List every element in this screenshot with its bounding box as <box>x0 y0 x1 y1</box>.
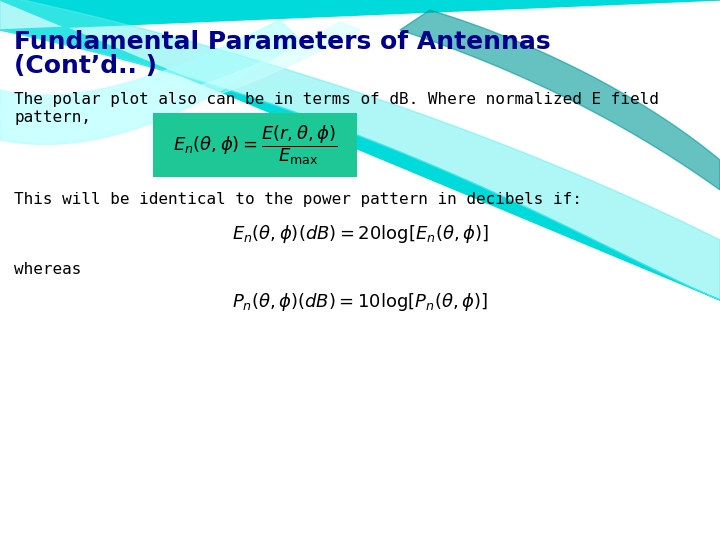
Polygon shape <box>0 20 300 144</box>
Polygon shape <box>0 0 720 300</box>
Text: The polar plot also can be in terms of dB. Where normalized E field: The polar plot also can be in terms of d… <box>14 92 659 107</box>
Polygon shape <box>400 10 720 190</box>
FancyBboxPatch shape <box>153 113 357 177</box>
Text: $E_n(\theta,\phi)=\dfrac{E(r,\theta,\phi)}{E_{\mathrm{max}}}$: $E_n(\theta,\phi)=\dfrac{E(r,\theta,\phi… <box>173 123 337 167</box>
Polygon shape <box>0 0 720 300</box>
Text: whereas: whereas <box>14 262 81 277</box>
Text: pattern,: pattern, <box>14 110 91 125</box>
Text: This will be identical to the power pattern in decibels if:: This will be identical to the power patt… <box>14 192 582 207</box>
Text: Fundamental Parameters of Antennas: Fundamental Parameters of Antennas <box>14 30 551 54</box>
Polygon shape <box>0 22 360 125</box>
Text: (Cont’d.. ): (Cont’d.. ) <box>14 54 157 78</box>
Text: $P_n(\theta,\phi)(dB)= 10\log[P_n(\theta,\phi)]$: $P_n(\theta,\phi)(dB)= 10\log[P_n(\theta… <box>232 291 488 313</box>
Text: $E_n(\theta,\phi)(dB)= 20\log[E_n(\theta,\phi)]$: $E_n(\theta,\phi)(dB)= 20\log[E_n(\theta… <box>232 223 488 245</box>
